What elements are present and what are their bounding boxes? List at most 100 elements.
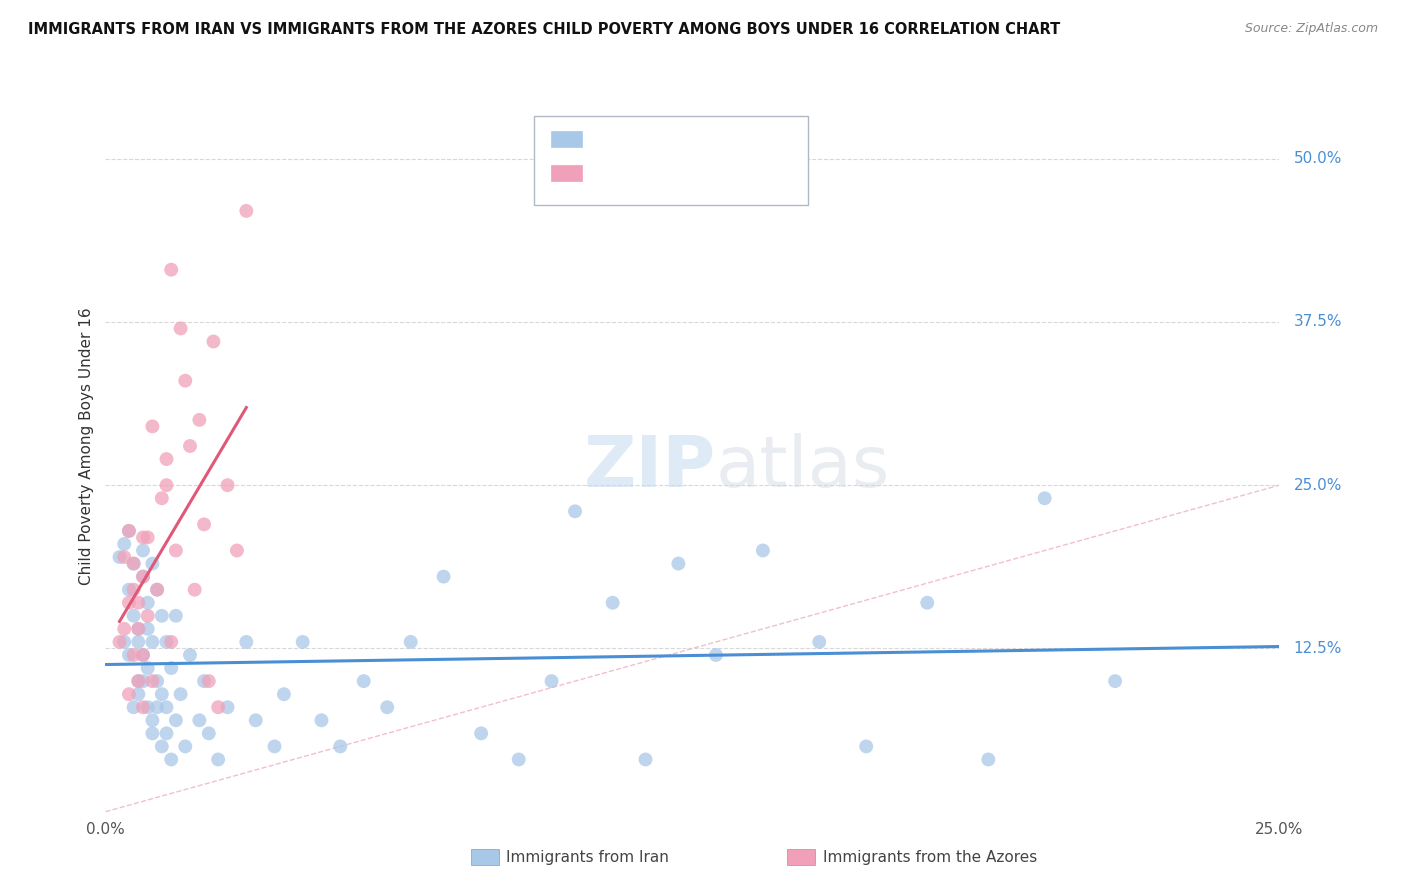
Point <box>112 549 135 564</box>
Point <box>193 517 215 532</box>
Point <box>564 504 586 518</box>
Text: ZIP: ZIP <box>583 434 716 502</box>
Point <box>122 557 145 571</box>
Point <box>122 582 145 597</box>
Point <box>160 661 183 675</box>
Point <box>375 700 398 714</box>
Point <box>207 752 229 766</box>
Point <box>165 714 187 728</box>
Point <box>132 648 155 662</box>
Text: N =: N = <box>675 132 718 146</box>
Point <box>127 674 149 689</box>
Point <box>127 687 149 701</box>
Point <box>160 262 183 277</box>
Point <box>141 714 163 728</box>
Point <box>329 739 352 754</box>
Point <box>179 648 201 662</box>
Point <box>217 478 239 492</box>
Point <box>132 674 155 689</box>
Point <box>540 674 562 689</box>
Text: 25.0%: 25.0% <box>1256 822 1303 838</box>
Point <box>188 413 211 427</box>
Point <box>353 674 375 689</box>
Point <box>127 635 149 649</box>
Point <box>118 524 141 538</box>
Point <box>141 635 163 649</box>
Point <box>136 530 159 544</box>
Point <box>146 582 169 597</box>
Point <box>169 321 191 335</box>
Point <box>122 608 145 623</box>
Point <box>207 700 229 714</box>
Point <box>118 687 141 701</box>
Point <box>174 739 197 754</box>
Point <box>193 674 215 689</box>
Point <box>132 648 155 662</box>
Point <box>508 752 530 766</box>
Point <box>146 582 169 597</box>
Point <box>226 543 249 558</box>
Point <box>235 635 257 649</box>
Text: R =: R = <box>589 166 623 180</box>
Point <box>1033 491 1056 506</box>
Point <box>399 635 422 649</box>
Point <box>1104 674 1126 689</box>
Point <box>118 596 141 610</box>
Point <box>118 582 141 597</box>
Point <box>245 714 267 728</box>
Point <box>112 537 135 551</box>
Point <box>118 524 141 538</box>
Point <box>127 596 149 610</box>
Text: 37.5%: 37.5% <box>1294 314 1343 329</box>
Point <box>808 635 831 649</box>
Text: 39: 39 <box>713 166 734 180</box>
Text: Source: ZipAtlas.com: Source: ZipAtlas.com <box>1244 22 1378 36</box>
Point <box>165 608 187 623</box>
Point <box>179 439 201 453</box>
Text: R =: R = <box>589 132 623 146</box>
Point <box>155 726 177 740</box>
Point <box>470 726 492 740</box>
Point <box>146 674 169 689</box>
Point <box>183 582 205 597</box>
Point <box>432 569 454 583</box>
Point <box>108 635 131 649</box>
Point <box>150 608 173 623</box>
Point <box>112 635 135 649</box>
Text: N =: N = <box>675 166 718 180</box>
Point <box>977 752 1000 766</box>
Point <box>136 608 159 623</box>
Point <box>150 491 173 506</box>
Point <box>197 726 219 740</box>
Y-axis label: Child Poverty Among Boys Under 16: Child Poverty Among Boys Under 16 <box>79 307 94 585</box>
Point <box>118 648 141 662</box>
Point <box>311 714 333 728</box>
Text: IMMIGRANTS FROM IRAN VS IMMIGRANTS FROM THE AZORES CHILD POVERTY AMONG BOYS UNDE: IMMIGRANTS FROM IRAN VS IMMIGRANTS FROM … <box>28 22 1060 37</box>
Point <box>141 557 163 571</box>
Point <box>188 714 211 728</box>
Point <box>122 700 145 714</box>
Point <box>263 739 285 754</box>
Text: 50.0%: 50.0% <box>1294 151 1341 166</box>
Point <box>273 687 295 701</box>
Point <box>197 674 219 689</box>
Point <box>136 596 159 610</box>
Text: atlas: atlas <box>716 434 890 502</box>
Point <box>112 622 135 636</box>
Point <box>150 687 173 701</box>
Point <box>132 569 155 583</box>
Point <box>132 530 155 544</box>
Point <box>855 739 877 754</box>
Text: 0.571: 0.571 <box>626 166 673 180</box>
Point <box>160 635 183 649</box>
Point <box>202 334 225 349</box>
Point <box>704 648 727 662</box>
Text: Immigrants from Iran: Immigrants from Iran <box>506 850 669 864</box>
Point <box>217 700 239 714</box>
Point <box>155 452 177 467</box>
Text: 0.0%: 0.0% <box>86 822 125 838</box>
Point <box>602 596 624 610</box>
Point <box>108 549 131 564</box>
Point <box>291 635 314 649</box>
Point <box>132 543 155 558</box>
